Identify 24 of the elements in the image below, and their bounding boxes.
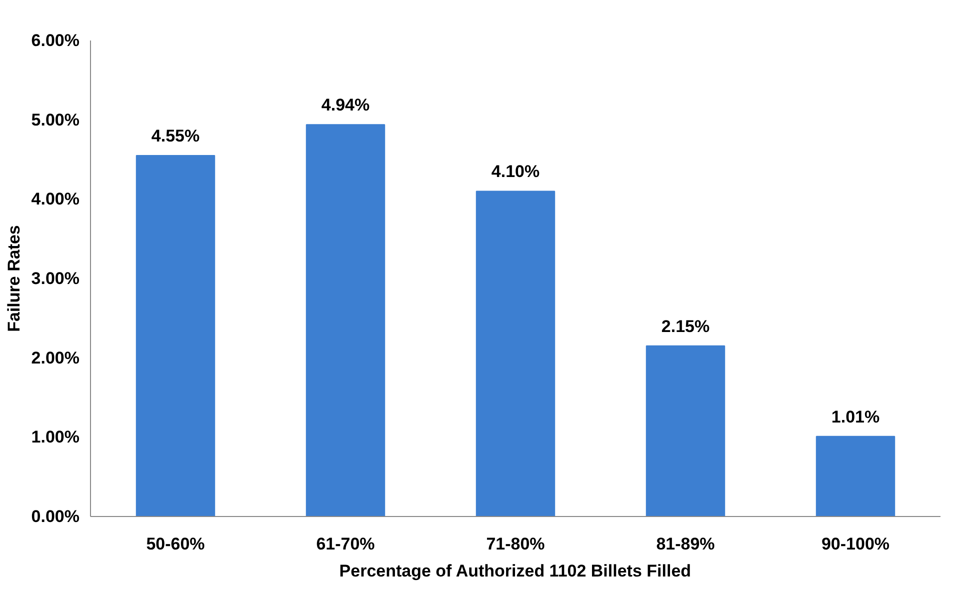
y-tick-label: 6.00% [31, 31, 80, 50]
y-tick-label: 4.00% [31, 190, 80, 209]
data-label: 2.15% [661, 316, 710, 336]
data-label: 4.10% [491, 162, 540, 182]
bar [136, 155, 216, 516]
x-axis-title: Percentage of Authorized 1102 Billets Filled [339, 562, 692, 580]
y-axis-title: Failure Rates [4, 225, 24, 332]
x-tick-label: 71-80% [486, 534, 545, 554]
y-tick-label: 5.00% [31, 110, 80, 130]
x-tick-label: 50-60% [146, 534, 205, 554]
data-label: 4.94% [321, 96, 370, 115]
bar [476, 190, 556, 516]
y-tick-label: 2.00% [31, 348, 80, 368]
bar [306, 124, 386, 516]
y-tick-label: 0.00% [31, 507, 80, 526]
bar [816, 436, 896, 516]
x-tick-label: 81-89% [656, 534, 715, 554]
x-tick-label: 61-70% [316, 534, 375, 554]
data-label: 4.55% [151, 126, 200, 146]
data-label: 1.01% [831, 407, 880, 426]
y-tick-label: 1.00% [31, 428, 80, 447]
bar [646, 345, 726, 516]
y-tick-label: 3.00% [31, 269, 80, 288]
x-tick-label: 90-100% [821, 534, 890, 554]
